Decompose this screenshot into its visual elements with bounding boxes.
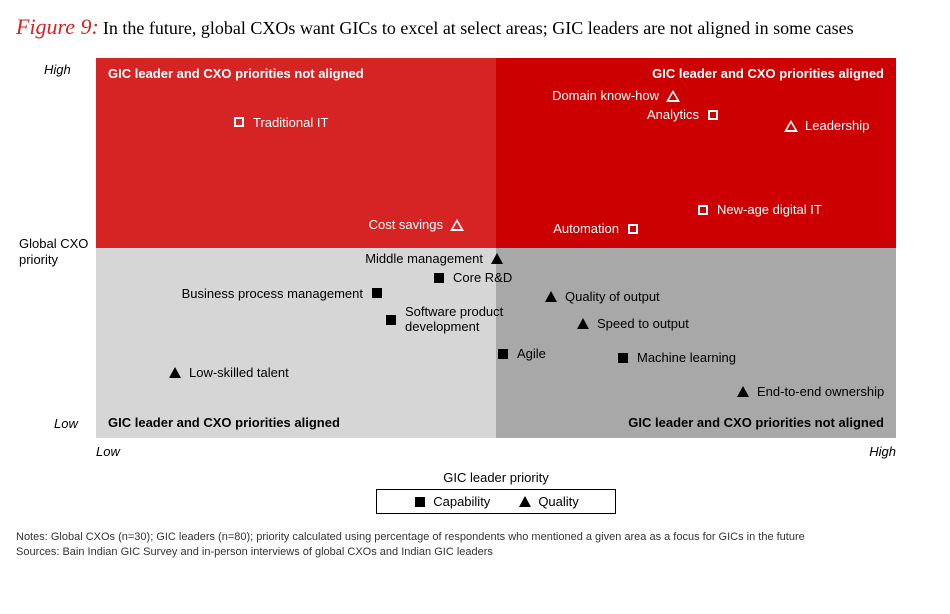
legend: Capability Quality <box>376 489 616 514</box>
square-icon <box>696 203 710 217</box>
triangle-icon <box>168 366 182 380</box>
data-point: Business process management <box>182 286 384 301</box>
data-point: End-to-end ownership <box>736 384 884 399</box>
quadrant-label: GIC leader and CXO priorities not aligne… <box>628 415 884 430</box>
data-point-label: Analytics <box>647 107 699 122</box>
legend-capability-label: Capability <box>433 494 490 509</box>
quadrant-label: GIC leader and CXO priorities aligned <box>108 415 340 430</box>
data-point: Domain know-how <box>552 88 680 103</box>
data-point: Analytics <box>647 107 720 122</box>
data-point-label: Quality of output <box>565 289 660 304</box>
notes: Notes: Global CXOs (n=30); GIC leaders (… <box>16 530 934 561</box>
data-point-label: Leadership <box>805 118 869 133</box>
data-point-label: Middle management <box>365 251 483 266</box>
square-icon <box>616 351 630 365</box>
data-point-label: Machine learning <box>637 350 736 365</box>
square-icon <box>384 313 398 327</box>
square-icon <box>370 286 384 300</box>
data-point: Middle management <box>365 251 504 266</box>
data-point: Leadership <box>784 118 869 133</box>
figure-label: Figure 9: <box>16 14 99 39</box>
triangle-icon <box>666 89 680 103</box>
y-axis-high: High <box>44 62 71 77</box>
data-point: Speed to output <box>576 316 689 331</box>
quadrant-label: GIC leader and CXO priorities aligned <box>652 66 884 81</box>
triangle-icon <box>576 317 590 331</box>
chart-container: High Global CXO priority Low GIC leader … <box>96 58 934 514</box>
triangle-icon <box>736 385 750 399</box>
notes-line2: Sources: Bain Indian GIC Survey and in-p… <box>16 545 934 560</box>
data-point-label: Domain know-how <box>552 88 659 103</box>
quadrant-label: GIC leader and CXO priorities not aligne… <box>108 66 364 81</box>
square-icon <box>432 271 446 285</box>
x-axis-low: Low <box>96 444 120 459</box>
figure-title-text: In the future, global CXOs want GICs to … <box>103 18 854 38</box>
triangle-icon <box>544 290 558 304</box>
data-point: Quality of output <box>544 289 660 304</box>
x-axis-label: GIC leader priority <box>96 470 896 485</box>
data-point-label: End-to-end ownership <box>757 384 884 399</box>
legend-capability: Capability <box>413 494 490 509</box>
legend-quality-label: Quality <box>538 494 578 509</box>
data-point: New-age digital IT <box>696 202 822 217</box>
figure-title: Figure 9: In the future, global CXOs wan… <box>16 14 934 40</box>
data-point-label: Cost savings <box>369 217 443 232</box>
data-point-label: Speed to output <box>597 316 689 331</box>
quadrant-bottom-right: GIC leader and CXO priorities not aligne… <box>496 248 896 438</box>
data-point-label: Traditional IT <box>253 115 328 130</box>
y-axis-label: Global CXO priority <box>19 236 89 269</box>
y-axis-low: Low <box>54 416 78 431</box>
data-point-label: Low-skilled talent <box>189 365 289 380</box>
data-point: Low-skilled talent <box>168 365 289 380</box>
square-icon <box>232 115 246 129</box>
chart-plot-area: GIC leader and CXO priorities not aligne… <box>96 58 896 438</box>
data-point: Software product development <box>384 305 545 335</box>
notes-line1: Notes: Global CXOs (n=30); GIC leaders (… <box>16 530 934 545</box>
legend-quality: Quality <box>518 494 578 509</box>
data-point-label: Software product development <box>405 305 545 335</box>
data-point-label: Business process management <box>182 286 363 301</box>
data-point-label: Agile <box>517 346 546 361</box>
x-axis-high: High <box>869 444 896 459</box>
data-point-label: New-age digital IT <box>717 202 822 217</box>
data-point-label: Core R&D <box>453 270 512 285</box>
data-point: Cost savings <box>369 217 464 232</box>
triangle-icon <box>518 495 532 509</box>
data-point: Automation <box>553 221 640 236</box>
triangle-icon <box>784 119 798 133</box>
triangle-icon <box>490 252 504 266</box>
data-point: Traditional IT <box>232 115 328 130</box>
data-point: Machine learning <box>616 350 736 365</box>
quadrant-top-right: GIC leader and CXO priorities aligned <box>496 58 896 248</box>
square-icon <box>413 495 427 509</box>
triangle-icon <box>450 218 464 232</box>
data-point-label: Automation <box>553 221 619 236</box>
data-point: Core R&D <box>432 270 512 285</box>
x-axis-row: Low High <box>96 444 896 462</box>
data-point: Agile <box>496 346 546 361</box>
square-icon <box>496 347 510 361</box>
square-icon <box>626 222 640 236</box>
square-icon <box>706 108 720 122</box>
